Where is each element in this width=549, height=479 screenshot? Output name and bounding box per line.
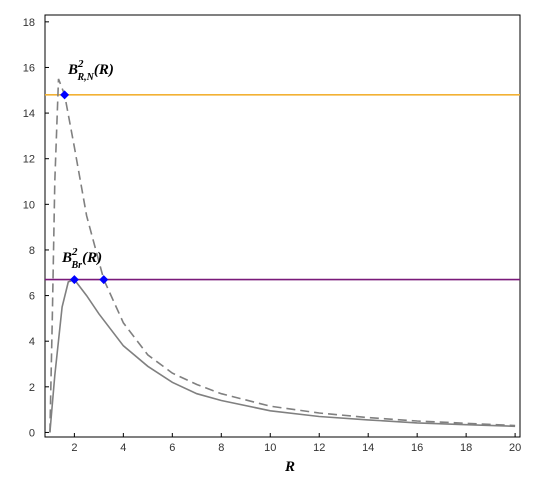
x-tick-label: 18: [460, 442, 472, 454]
x-tick-label: 20: [509, 442, 521, 454]
annotation-sub: R,N: [77, 72, 95, 83]
y-tick-label: 14: [23, 108, 35, 120]
x-tick-label: 2: [71, 442, 77, 454]
x-tick-label: 6: [169, 442, 175, 454]
y-tick-label: 4: [29, 336, 35, 348]
y-tick-label: 8: [29, 245, 35, 257]
x-tick-label: 8: [218, 442, 224, 454]
y-tick-label: 2: [29, 382, 35, 394]
y-tick-label: 18: [23, 17, 35, 29]
annotation-arg: (R): [94, 62, 114, 78]
x-axis-label: R: [284, 459, 295, 475]
annotation-sub: Br: [71, 260, 83, 271]
y-tick-label: 16: [23, 62, 35, 74]
annotation-sup: 2: [71, 246, 78, 258]
x-tick-label: 10: [264, 442, 276, 454]
x-tick-label: 16: [411, 442, 423, 454]
curve: [49, 278, 516, 433]
point-marker: [99, 275, 109, 285]
y-tick-label: 0: [29, 427, 35, 439]
point-marker: [69, 275, 79, 285]
point-marker: [60, 90, 70, 100]
annotation-base: B: [67, 62, 78, 78]
plot-frame: [44, 14, 521, 438]
annotation: B2 Br(R): [61, 246, 102, 271]
annotation-arg: (R): [82, 250, 102, 266]
y-tick-label: 6: [29, 291, 35, 303]
annotation-sup: 2: [77, 58, 84, 70]
curve: [49, 78, 516, 433]
x-tick-label: 4: [120, 442, 126, 454]
annotation: B2 R,N(R): [67, 58, 114, 83]
annotation-base: B: [61, 250, 72, 266]
y-tick-label: 10: [23, 199, 35, 211]
y-tick-label: 12: [23, 154, 35, 166]
x-tick-label: 14: [362, 442, 374, 454]
x-tick-label: 12: [313, 442, 325, 454]
